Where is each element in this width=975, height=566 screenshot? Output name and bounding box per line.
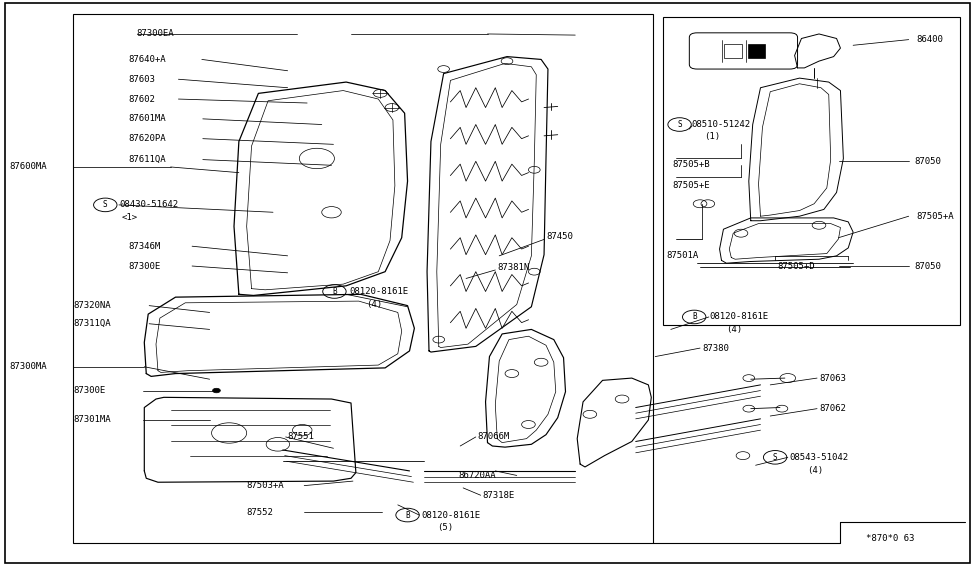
Text: 08120-8161E: 08120-8161E bbox=[710, 312, 769, 321]
Text: 87551: 87551 bbox=[288, 432, 315, 441]
Bar bbox=[724, 44, 742, 58]
Text: 86720AA: 86720AA bbox=[458, 471, 496, 480]
Text: 87552: 87552 bbox=[247, 508, 274, 517]
Circle shape bbox=[213, 388, 220, 393]
Text: 87450: 87450 bbox=[546, 232, 573, 241]
Text: 87066M: 87066M bbox=[478, 432, 510, 441]
Text: 86400: 86400 bbox=[916, 35, 944, 44]
Text: S: S bbox=[103, 200, 107, 209]
Text: 87300E: 87300E bbox=[73, 386, 105, 395]
Text: B: B bbox=[406, 511, 409, 520]
Text: 87505+B: 87505+B bbox=[673, 160, 711, 169]
Text: (4): (4) bbox=[726, 325, 743, 334]
Text: 87640+A: 87640+A bbox=[129, 55, 167, 64]
Text: 87501A: 87501A bbox=[666, 251, 698, 260]
Text: 87505+A: 87505+A bbox=[916, 212, 955, 221]
Text: 87318E: 87318E bbox=[483, 491, 515, 500]
Text: 08120-8161E: 08120-8161E bbox=[349, 287, 409, 296]
Text: 08510-51242: 08510-51242 bbox=[691, 120, 751, 129]
Text: B: B bbox=[332, 287, 336, 296]
Text: (5): (5) bbox=[437, 523, 453, 532]
Text: S: S bbox=[678, 120, 682, 129]
Text: 87620PA: 87620PA bbox=[129, 134, 167, 143]
Text: 87063: 87063 bbox=[819, 374, 846, 383]
Text: (4): (4) bbox=[366, 300, 382, 309]
Text: 87300MA: 87300MA bbox=[10, 362, 48, 371]
Bar bbox=[663, 17, 960, 325]
Text: 08120-8161E: 08120-8161E bbox=[421, 511, 481, 520]
Text: 87062: 87062 bbox=[819, 404, 846, 413]
Text: *870*0 63: *870*0 63 bbox=[866, 534, 915, 543]
Text: (4): (4) bbox=[807, 466, 824, 475]
Text: 87601MA: 87601MA bbox=[129, 114, 167, 123]
Text: 87603: 87603 bbox=[129, 75, 156, 84]
Text: 87505+D: 87505+D bbox=[777, 261, 815, 271]
Text: 87300EA: 87300EA bbox=[136, 29, 175, 38]
Bar bbox=[73, 14, 653, 543]
Text: 87301MA: 87301MA bbox=[73, 415, 111, 424]
Text: 87503+A: 87503+A bbox=[247, 481, 285, 490]
Text: 87505+E: 87505+E bbox=[673, 181, 711, 190]
Bar bbox=[748, 44, 765, 58]
Text: 08543-51042: 08543-51042 bbox=[790, 453, 849, 462]
Text: 87381N: 87381N bbox=[497, 263, 529, 272]
Text: (1): (1) bbox=[704, 132, 721, 142]
Text: 87346M: 87346M bbox=[129, 242, 161, 251]
Text: 87602: 87602 bbox=[129, 95, 156, 104]
Text: 87611QA: 87611QA bbox=[129, 155, 167, 164]
Text: B: B bbox=[692, 312, 696, 321]
Text: S: S bbox=[773, 453, 777, 462]
Text: <1>: <1> bbox=[122, 213, 138, 222]
Text: 87300E: 87300E bbox=[129, 261, 161, 271]
Text: 87600MA: 87600MA bbox=[10, 162, 48, 171]
Text: 87050: 87050 bbox=[915, 261, 942, 271]
Text: 87050: 87050 bbox=[915, 157, 942, 166]
Text: 87311QA: 87311QA bbox=[73, 319, 111, 328]
Text: 87380: 87380 bbox=[702, 344, 729, 353]
Text: 87320NA: 87320NA bbox=[73, 301, 111, 310]
Text: 08430-51642: 08430-51642 bbox=[119, 200, 178, 209]
